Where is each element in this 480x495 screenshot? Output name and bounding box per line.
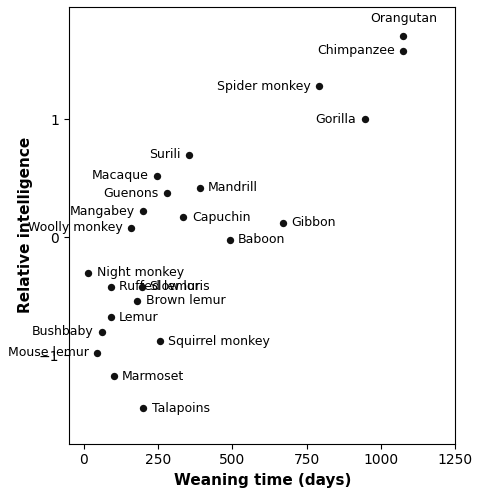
Point xyxy=(361,115,369,123)
Point xyxy=(186,150,193,158)
Point xyxy=(226,236,233,244)
Text: Mandrill: Mandrill xyxy=(208,181,258,194)
Point xyxy=(133,297,141,305)
Point xyxy=(107,313,114,321)
Point xyxy=(315,82,323,90)
Text: Marmoset: Marmoset xyxy=(122,370,184,383)
Text: Orangutan: Orangutan xyxy=(370,12,437,25)
Text: Slow loris: Slow loris xyxy=(150,280,210,293)
Point xyxy=(153,172,160,180)
Point xyxy=(156,337,164,345)
Text: Baboon: Baboon xyxy=(238,233,285,246)
Point xyxy=(138,283,145,291)
Point xyxy=(84,269,92,277)
Point xyxy=(107,283,114,291)
Text: Gibbon: Gibbon xyxy=(291,216,336,230)
Text: Talapoins: Talapoins xyxy=(152,402,210,415)
Point xyxy=(196,184,204,192)
Point xyxy=(180,213,187,221)
Text: Capuchin: Capuchin xyxy=(192,210,250,224)
Point xyxy=(110,373,118,381)
Point xyxy=(400,47,408,54)
Text: Mangabey: Mangabey xyxy=(70,205,135,218)
Text: Night monkey: Night monkey xyxy=(96,266,184,279)
Point xyxy=(140,404,147,412)
X-axis label: Weaning time (days): Weaning time (days) xyxy=(174,473,351,488)
Point xyxy=(140,207,147,215)
Text: Guenons: Guenons xyxy=(104,187,159,200)
Y-axis label: Relative intelligence: Relative intelligence xyxy=(18,137,33,313)
Text: Gorilla: Gorilla xyxy=(316,112,357,126)
Text: Mouse lemur: Mouse lemur xyxy=(8,346,89,359)
Text: Chimpanzee: Chimpanzee xyxy=(317,44,395,57)
Point xyxy=(98,328,106,336)
Text: Spider monkey: Spider monkey xyxy=(216,80,311,93)
Text: Surili: Surili xyxy=(150,148,181,161)
Text: Macaque: Macaque xyxy=(92,169,148,182)
Point xyxy=(94,349,101,357)
Point xyxy=(128,224,135,232)
Text: Squirrel monkey: Squirrel monkey xyxy=(168,335,270,347)
Text: Lemur: Lemur xyxy=(119,311,158,324)
Text: Woolly monkey: Woolly monkey xyxy=(28,221,123,234)
Text: Brown lemur: Brown lemur xyxy=(146,295,225,307)
Point xyxy=(279,219,287,227)
Point xyxy=(400,33,408,41)
Point xyxy=(163,190,171,198)
Text: Bushbaby: Bushbaby xyxy=(32,325,93,338)
Text: Ruffed lemur: Ruffed lemur xyxy=(119,280,200,293)
